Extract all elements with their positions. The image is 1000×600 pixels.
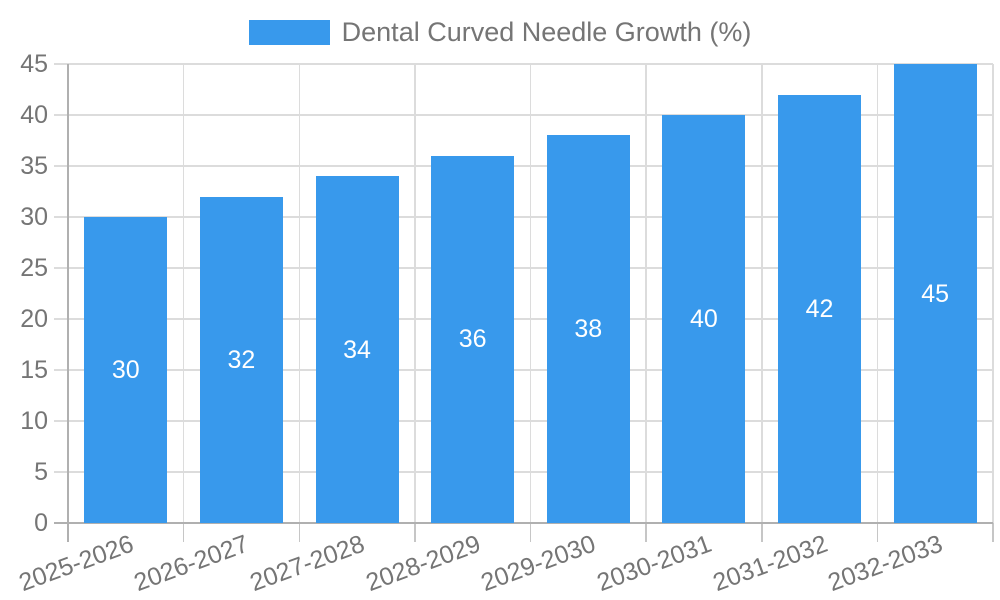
y-tick-label: 20 [20,305,48,333]
y-tick-mark [54,369,68,371]
x-tick-mark [529,523,532,542]
y-tick-label: 40 [20,101,48,129]
bar[interactable] [84,217,168,523]
y-tick-mark [54,216,68,218]
v-gridline [182,64,185,523]
bar-value-label: 36 [458,325,487,354]
y-tick-mark [54,165,68,167]
legend-label: Dental Curved Needle Growth (%) [341,17,752,47]
x-tick-mark [876,523,879,542]
y-tick-mark [54,471,68,473]
x-axis-line [54,522,993,524]
bar-value-label: 32 [227,345,256,374]
bar-value-label: 34 [343,335,371,364]
y-axis-line [67,64,69,542]
x-tick-mark [992,523,994,542]
y-tick-label: 25 [20,254,48,282]
v-gridline [529,64,532,523]
bar[interactable] [431,155,515,523]
legend-item[interactable]: Dental Curved Needle Growth (%) [248,17,752,47]
v-gridline [876,64,879,523]
x-tick-mark [761,523,763,542]
y-tick-mark [54,267,68,269]
x-tick-mark [414,523,416,542]
y-tick-label: 45 [20,50,48,78]
bar-value-label: 45 [921,279,950,308]
legend-swatch-icon [248,20,330,45]
bar[interactable] [315,176,399,523]
y-tick-mark [54,318,68,320]
bar[interactable] [778,94,862,523]
y-tick-mark [54,420,68,422]
v-gridline [298,64,300,523]
bar-value-label: 30 [111,356,140,384]
bar[interactable] [662,115,746,523]
bar-value-label: 38 [574,315,603,344]
bar[interactable] [199,196,283,523]
v-gridline [414,64,416,523]
v-gridline [645,64,647,523]
legend: Dental Curved Needle Growth (%) [0,19,1000,46]
y-tick-mark [54,63,68,65]
v-gridline [761,64,763,523]
x-tick-mark [645,523,647,542]
bar-value-label: 40 [690,305,718,333]
y-tick-label: 5 [34,458,48,486]
y-tick-label: 10 [20,407,48,435]
y-tick-label: 35 [20,152,48,180]
y-tick-label: 0 [34,509,48,537]
y-tick-label: 30 [20,203,48,231]
bar-value-label: 42 [805,294,834,323]
x-tick-mark [298,523,300,542]
bar[interactable] [893,64,977,523]
v-gridline [992,64,994,523]
y-tick-mark [54,114,68,116]
y-tick-label: 15 [20,356,48,384]
x-tick-mark [182,523,185,542]
bar[interactable] [546,135,630,523]
